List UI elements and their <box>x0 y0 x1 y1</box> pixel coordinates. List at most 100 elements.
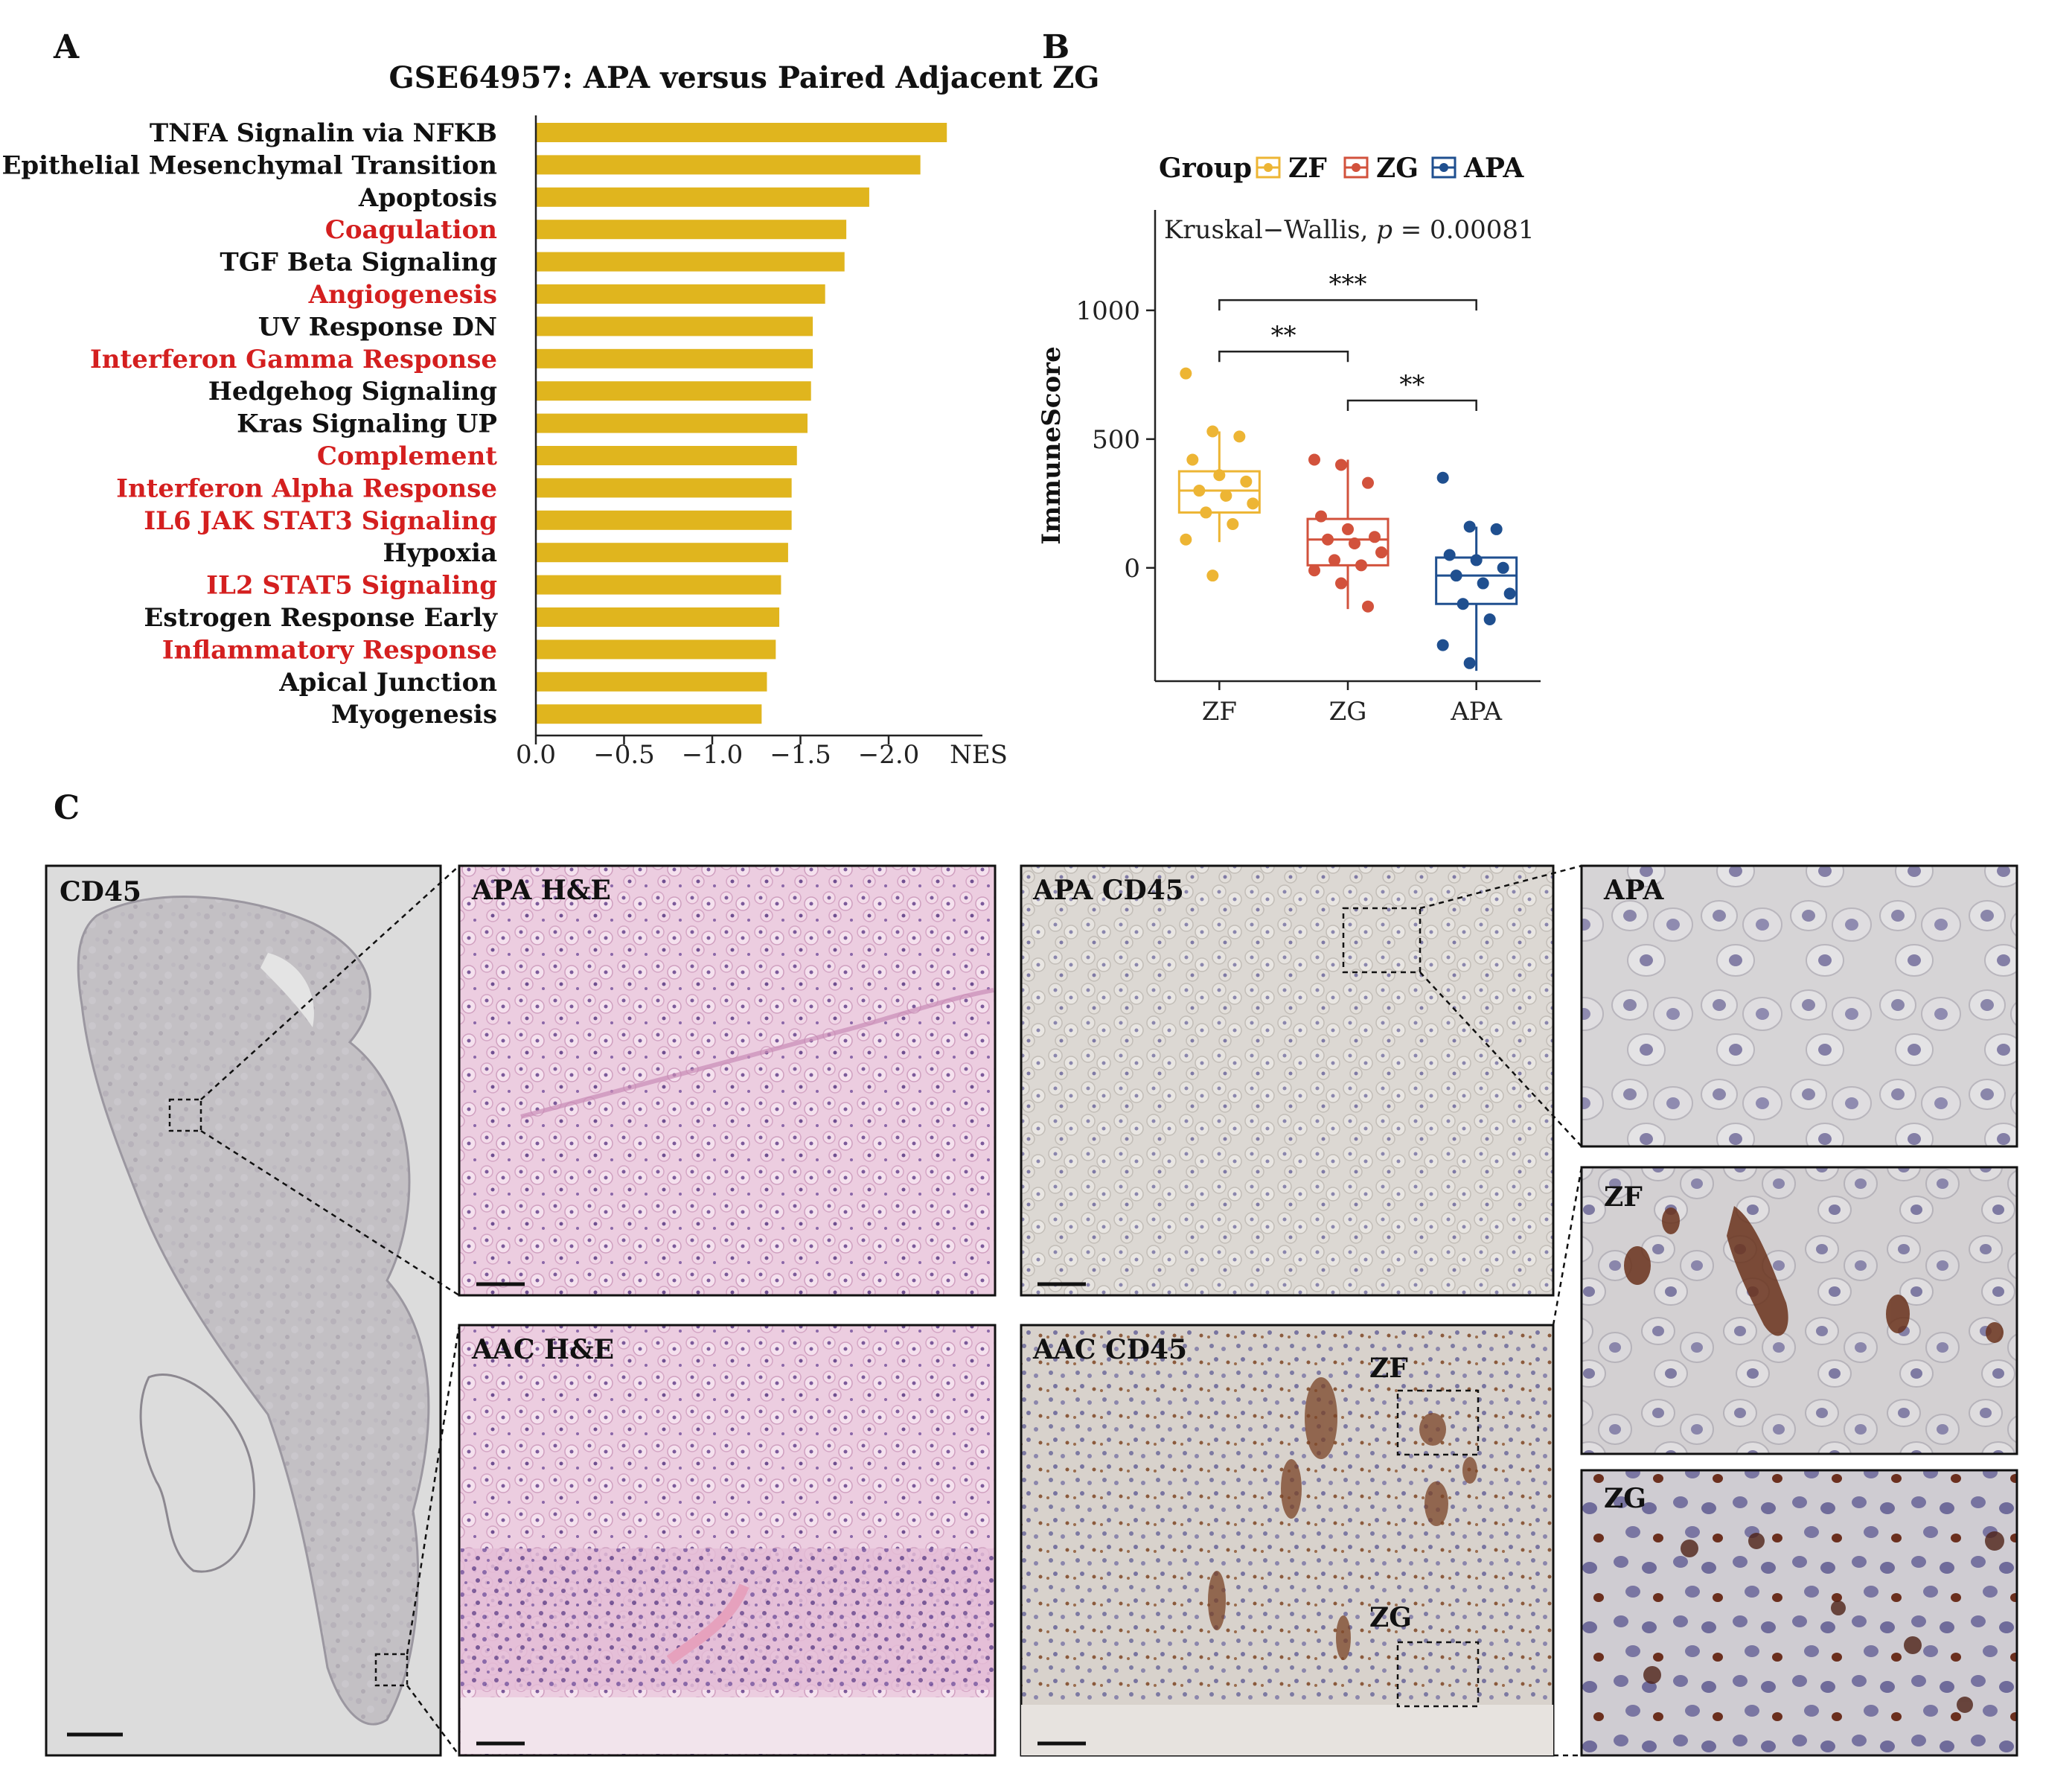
x-tick-label: −0.5 <box>593 740 655 770</box>
aac-he-vessel <box>666 1583 749 1665</box>
cd45-overview-label: CD45 <box>60 876 141 907</box>
aac-region-box <box>374 1653 409 1687</box>
legend-swatch-dot <box>1352 163 1360 172</box>
connector-line <box>406 1685 461 1756</box>
aac-zg-region-label: ZG <box>1369 1602 1412 1633</box>
data-point <box>1477 577 1489 590</box>
nes-bar <box>536 413 808 433</box>
data-point <box>1457 598 1469 610</box>
y-tick-label: 0 <box>1124 554 1140 584</box>
aac-zg-zoom-box <box>1396 1641 1480 1708</box>
connector-line <box>406 1324 461 1655</box>
aac-zf-zoom-box <box>1396 1389 1480 1456</box>
box-zg <box>1306 517 1390 567</box>
zoom-apa-label: APA <box>1603 875 1664 906</box>
micrograph-panel: CD45 APA H&E AAC H&E APA CD45 <box>45 864 2018 1757</box>
aac-he-label: AAC H&E <box>471 1334 614 1365</box>
pathway-term-label: Coagulation <box>325 215 497 245</box>
nes-bar <box>536 639 776 660</box>
data-point <box>1362 600 1374 613</box>
data-point <box>1463 520 1476 533</box>
pathway-term-label: Apoptosis <box>358 183 497 213</box>
panel-letter-c: C <box>54 789 80 827</box>
aac-cd45-capsule <box>1021 1705 1553 1755</box>
aac-cd45-micrograph <box>1020 1324 1555 1757</box>
nes-bar <box>536 478 792 498</box>
data-point <box>1335 459 1347 471</box>
legend-entry: APA <box>1463 153 1524 184</box>
legend-swatch-dot <box>1439 163 1448 172</box>
legend-entry: ZF <box>1288 153 1327 184</box>
bar-chart-title: GSE64957: APA versus Paired Adjacent ZG <box>389 60 1100 95</box>
connector-line <box>1419 864 1582 910</box>
significance-bracket <box>1218 299 1477 311</box>
bar-chart-x-ticks: 0.0 −0.5 −1.0 −1.5 −2.0 <box>516 736 919 770</box>
data-point <box>1436 471 1449 484</box>
nes-bar <box>536 348 813 368</box>
nes-bar <box>536 543 788 563</box>
data-point <box>1220 489 1232 502</box>
connector-line <box>1419 971 1582 1147</box>
nes-bar <box>536 575 781 595</box>
panel-letter-b: B <box>1042 28 1069 66</box>
y-tick-label: 1000 <box>1075 296 1140 326</box>
pathway-term-label: Epithelial Mesenchymal Transition <box>1 150 497 180</box>
pathway-term-label: TNFA Signalin via NFKB <box>150 118 497 148</box>
connector-line <box>1552 1167 1583 1326</box>
nes-bar <box>536 704 762 724</box>
tissue-gap <box>260 953 314 1027</box>
nes-bar <box>536 284 825 304</box>
data-point <box>1450 569 1462 582</box>
aac-zf-region-label: ZF <box>1369 1353 1408 1384</box>
legend-entry: ZG <box>1376 153 1419 184</box>
data-point <box>1206 425 1219 438</box>
pathway-term-label: IL2 STAT5 Signaling <box>206 571 497 601</box>
x-tick-label: −1.5 <box>770 740 831 770</box>
tissue-fragment <box>139 1373 255 1573</box>
nes-bar-chart: GSE64957: APA versus Paired Adjacent ZG … <box>1 60 1099 770</box>
apa-cd45-zoom-box <box>1342 907 1422 974</box>
pathway-term-label: Interferon Gamma Response <box>90 345 497 374</box>
data-point <box>1206 569 1219 582</box>
nes-bar <box>536 510 792 530</box>
data-point <box>1308 564 1320 577</box>
pathway-term-label: Angiogenesis <box>308 280 497 310</box>
data-point <box>1247 497 1259 510</box>
he-stroma-streak <box>520 988 994 1119</box>
data-point <box>1308 453 1320 466</box>
aac-he-capsule <box>461 1697 994 1754</box>
data-point <box>1349 537 1360 549</box>
data-point <box>1180 367 1192 380</box>
data-point <box>1233 430 1246 443</box>
nes-bar <box>536 187 869 207</box>
zoom-zf-cd45-cells <box>1624 1206 2004 1343</box>
nes-bar <box>536 446 797 465</box>
data-point <box>1180 533 1192 546</box>
nes-bar <box>536 252 845 272</box>
pathway-term-label: Hedgehog Signaling <box>208 377 497 406</box>
nes-bar <box>536 155 921 175</box>
data-point <box>1362 476 1374 489</box>
nes-bar <box>536 220 847 240</box>
apa-he-micrograph <box>458 864 997 1297</box>
data-point <box>1342 523 1354 535</box>
data-point <box>1497 561 1509 574</box>
pathway-term-label: Myogenesis <box>331 700 497 730</box>
data-point <box>1443 549 1456 561</box>
pathway-term-label: Inflammatory Response <box>162 635 497 665</box>
data-point <box>1369 531 1381 543</box>
data-point <box>1483 613 1496 625</box>
y-axis-title: ImmuneScore <box>1037 346 1067 544</box>
x-tick-label: 0.0 <box>516 740 556 770</box>
data-point <box>1375 546 1387 559</box>
pathway-term-label: TGF Beta Signaling <box>220 248 497 278</box>
stromal-score-boxplot: Group ZF ZG APA Kruskal−Wallis, p = 0.00081 0… <box>1037 153 1541 727</box>
data-point <box>1355 559 1367 572</box>
data-point <box>1213 469 1226 482</box>
data-point <box>1335 577 1347 590</box>
data-point <box>1463 657 1476 669</box>
kruskal-wallis-stat: Kruskal−Wallis, p = 0.00081 <box>1164 215 1535 245</box>
data-point <box>1436 639 1449 651</box>
pathway-term-label: Hypoxia <box>383 538 497 568</box>
significance-bracket <box>1346 399 1477 411</box>
